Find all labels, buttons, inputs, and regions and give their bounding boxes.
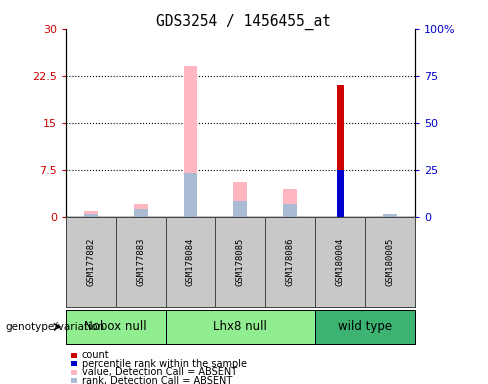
Text: GSM177882: GSM177882 (86, 238, 95, 286)
Bar (283, 189, 297, 217)
Bar (134, 204, 148, 217)
Text: GSM178085: GSM178085 (236, 238, 245, 286)
Bar (183, 173, 198, 217)
Text: Nobox null: Nobox null (84, 320, 147, 333)
Bar (283, 204, 297, 217)
Bar (134, 209, 148, 217)
Text: genotype/variation: genotype/variation (5, 322, 104, 332)
Bar (233, 201, 247, 217)
Bar (337, 85, 344, 217)
Bar (183, 66, 198, 217)
Text: GSM178086: GSM178086 (285, 238, 295, 286)
Bar (233, 182, 247, 217)
Text: count: count (82, 350, 110, 360)
Bar (84, 211, 98, 217)
Bar (84, 214, 98, 217)
Text: rank, Detection Call = ABSENT: rank, Detection Call = ABSENT (82, 376, 232, 384)
Text: wild type: wild type (338, 320, 392, 333)
Bar (337, 170, 344, 217)
Text: GSM178084: GSM178084 (186, 238, 195, 286)
Bar (383, 215, 397, 217)
Bar (383, 214, 397, 217)
Text: GSM177883: GSM177883 (136, 238, 145, 286)
Text: GSM180004: GSM180004 (336, 238, 345, 286)
Text: value, Detection Call = ABSENT: value, Detection Call = ABSENT (82, 367, 237, 377)
Text: GSM180005: GSM180005 (386, 238, 394, 286)
Text: Lhx8 null: Lhx8 null (213, 320, 267, 333)
Text: percentile rank within the sample: percentile rank within the sample (82, 359, 247, 369)
Text: GDS3254 / 1456455_at: GDS3254 / 1456455_at (157, 13, 331, 30)
